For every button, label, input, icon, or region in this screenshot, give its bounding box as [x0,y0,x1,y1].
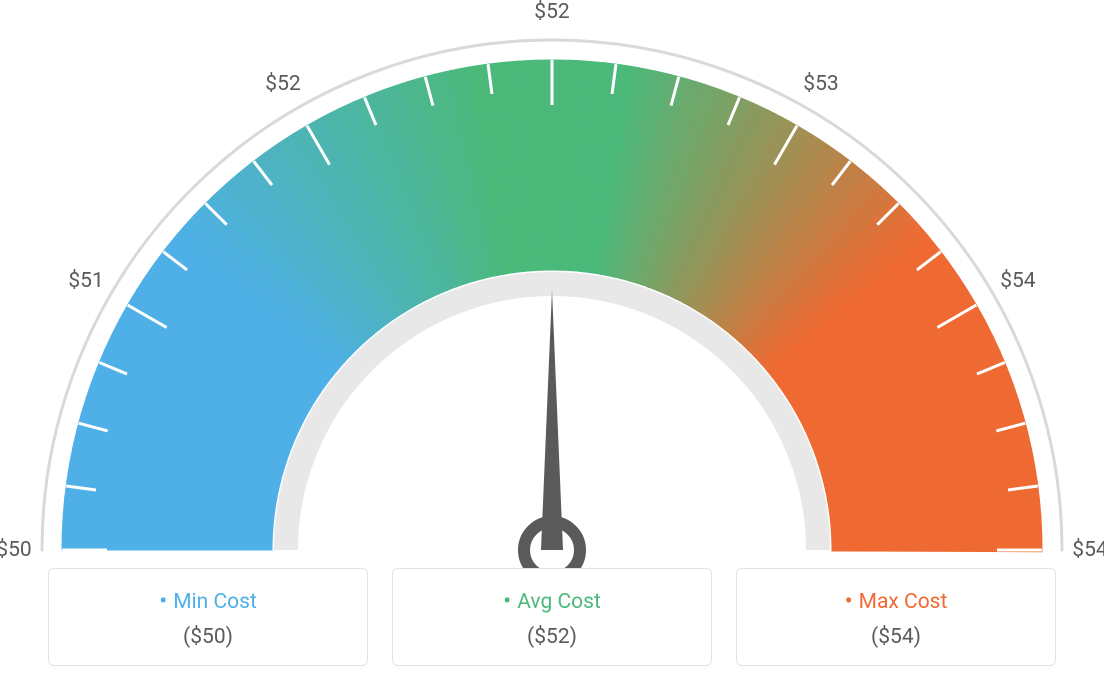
gauge-tick-label: $52 [534,0,569,24]
legend-value: ($50) [61,625,355,649]
legend-title: Avg Cost [405,587,699,615]
gauge-tick-label: $53 [803,72,838,96]
gauge-tick-label: $51 [68,269,103,293]
legend-row: Min Cost ($50) Avg Cost ($52) Max Cost ($54) [0,568,1104,666]
legend-title: Max Cost [749,587,1043,615]
gauge-tick-label: $54 [1072,538,1104,562]
gauge-tick-label: $50 [0,538,32,562]
legend-card: Min Cost ($50) [48,568,368,666]
gauge-tick-label: $52 [265,72,300,96]
gauge-svg [0,0,1104,600]
legend-value: ($52) [405,625,699,649]
legend-card: Avg Cost ($52) [392,568,712,666]
legend-value: ($54) [749,625,1043,649]
legend-title: Min Cost [61,587,355,615]
legend-card: Max Cost ($54) [736,568,1056,666]
gauge-tick-label: $54 [1000,269,1035,293]
cost-gauge: $50 $51 $52 $52 $53 $54 $54 [0,0,1104,570]
